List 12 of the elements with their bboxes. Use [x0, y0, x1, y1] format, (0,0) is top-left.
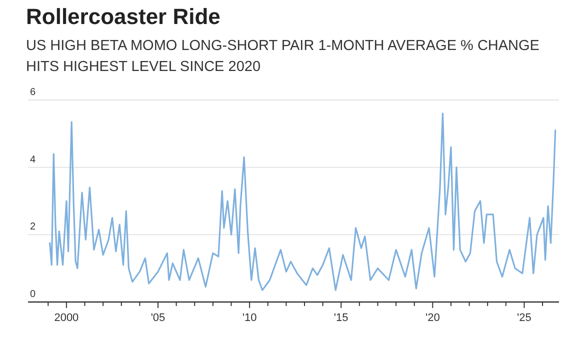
- x-tick-label: '20: [425, 312, 440, 324]
- x-tick-label: 2000: [54, 312, 79, 324]
- chart-title: Rollercoaster Ride: [26, 4, 220, 29]
- x-tick-label: '10: [242, 312, 257, 324]
- x-tick-label: '05: [150, 312, 166, 324]
- x-tick-label: '15: [334, 312, 348, 324]
- y-tick-label: 4: [30, 154, 36, 166]
- y-tick-label: 2: [30, 222, 36, 233]
- x-tick-label: '25: [517, 312, 532, 324]
- chart-subtitle: US HIGH BETA MOMO LONG-SHORT PAIR 1-MONTH AVERAGE % CHANGE HITS HIGHEST LEVEL SINCE 2020: [26, 38, 540, 75]
- y-tick-label: 0: [30, 289, 36, 300]
- y-tick-label: 6: [30, 87, 36, 98]
